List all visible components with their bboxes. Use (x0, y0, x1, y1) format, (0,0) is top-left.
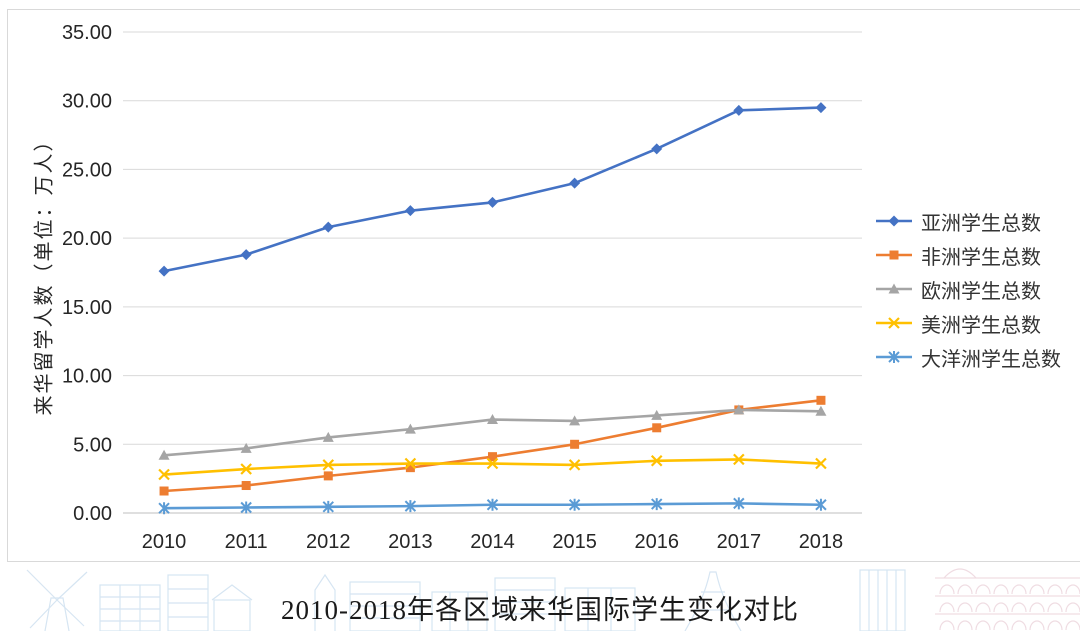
legend-item-大洋洲学生总数: 大洋洲学生总数 (876, 346, 1061, 371)
y-tick-label: 25.00 (62, 159, 112, 181)
y-tick-label: 30.00 (62, 91, 112, 113)
y-tick-label: 10.00 (62, 366, 112, 388)
series-亚洲学生总数 (158, 102, 827, 277)
y-tick-label: 15.00 (62, 297, 112, 319)
y-tick-label: 5.00 (73, 434, 112, 456)
series-美洲学生总数 (158, 453, 827, 481)
series-大洋洲学生总数 (158, 497, 827, 515)
x-tick-label: 2016 (634, 531, 679, 553)
legend-item-美洲学生总数: 美洲学生总数 (876, 312, 1061, 337)
x-axis-labels: 2010 2011 2012 2013 2014 2015 2016 2017 2018 (142, 531, 843, 553)
y-tick-label: 0.00 (73, 503, 112, 525)
legend-item-非洲学生总数: 非洲学生总数 (876, 244, 1061, 269)
legend-marker-icon (876, 215, 912, 227)
series-欧洲学生总数 (158, 404, 827, 460)
legend-label: 美洲学生总数 (921, 314, 1041, 337)
y-tick-label: 20.00 (62, 228, 112, 250)
x-tick-label: 2011 (225, 531, 268, 553)
x-tick-label: 2015 (552, 531, 597, 553)
x-tick-label: 2010 (142, 531, 187, 553)
legend-label: 大洋洲学生总数 (921, 348, 1061, 371)
x-tick-label: 2013 (388, 531, 433, 553)
x-tick-label: 2017 (717, 531, 762, 553)
legend-label: 亚洲学生总数 (921, 212, 1041, 235)
legend-marker-icon (876, 317, 912, 329)
legend-label: 非洲学生总数 (921, 246, 1041, 269)
x-tick-label: 2012 (306, 531, 351, 553)
legend-item-亚洲学生总数: 亚洲学生总数 (876, 210, 1061, 235)
footer-watermark (26, 568, 1080, 631)
legend-marker-icon (876, 250, 912, 260)
legend-marker-icon (876, 351, 912, 363)
x-tick-label: 2014 (470, 531, 515, 553)
x-tick-label: 2018 (799, 531, 844, 553)
legend-item-欧洲学生总数: 欧洲学生总数 (876, 278, 1061, 303)
gridlines: 0.00 5.00 10.00 15.00 20.00 25.00 30.00 35.00 (62, 22, 862, 525)
y-tick-label: 35.00 (62, 22, 112, 44)
legend-marker-icon (876, 283, 912, 294)
footer: 2010-2018年各区域来华国际学生变化对比 (0, 566, 1080, 631)
chart-title: 2010-2018年各区域来华国际学生变化对比 (281, 595, 799, 625)
legend-label: 欧洲学生总数 (921, 280, 1041, 303)
chart-legend: 亚洲学生总数 非洲学生总数 欧洲学生总数 美洲学生总数 大洋洲学生总数 (876, 210, 1061, 371)
